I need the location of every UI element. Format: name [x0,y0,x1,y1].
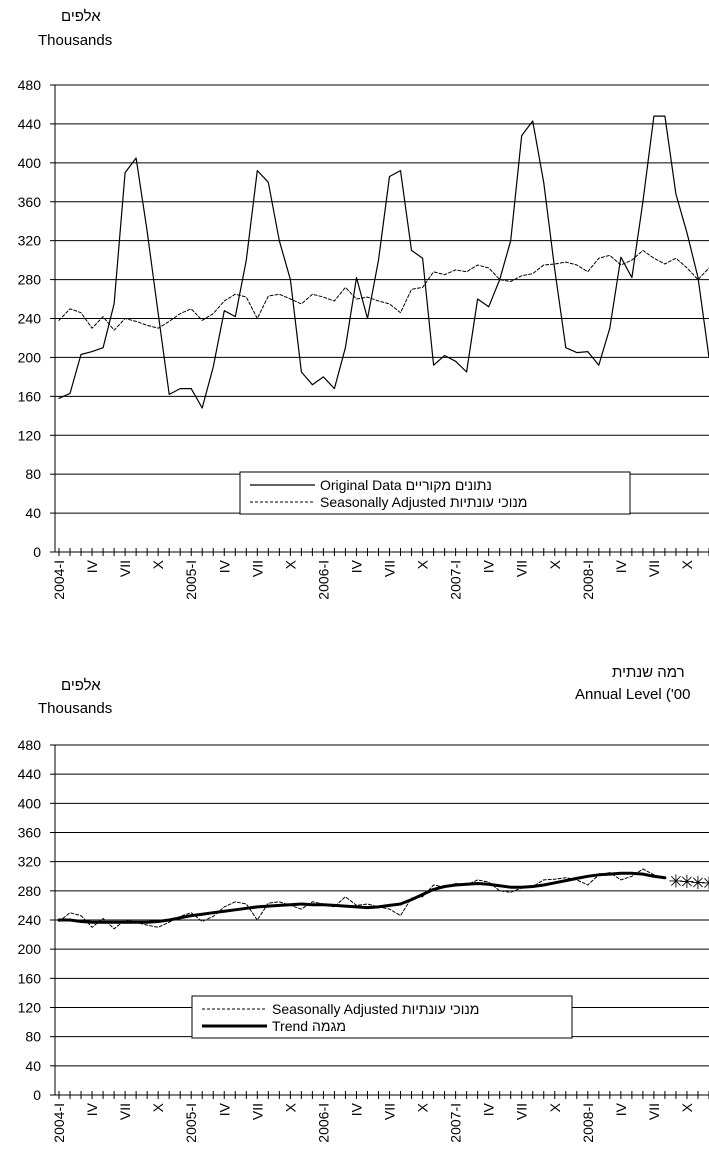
series-line-dashed [58,249,709,331]
x-tick-label: X [547,559,563,569]
y-tick-label: 200 [18,349,42,365]
x-tick-label: X [547,1102,563,1112]
x-tick-label: VII [382,1103,398,1120]
x-tick-label: X [282,1102,298,1112]
y-tick-label: 360 [18,825,42,841]
x-tick-label: 2007-I [448,560,464,600]
x-tick-label: X [150,1102,166,1112]
forecast-asterisk-point: ✳ [668,871,683,892]
y-tick-label: 160 [18,388,42,404]
x-tick-label: 2004-I [51,560,67,600]
chart2-right-label-he: רמה שנתית [612,664,685,681]
x-tick-label: 2004-I [51,1103,67,1143]
chart-original-vs-seasonally-adjusted: 0 40 80 120 160 200 240 280 320 360 400 440 480 2004-… [18,77,709,600]
x-tick-label: IV [216,1102,232,1116]
legend-label: Seasonally Adjusted מנוכי עונתיות [320,494,527,510]
x-tick-label: 2005-I [183,560,199,600]
y-tick-label: 160 [18,970,42,986]
y-tick-label: 120 [18,427,42,443]
x-tick-label: X [679,1102,695,1112]
chart1-unit-label-en: Thousands [38,32,113,49]
y-tick-label: 320 [18,233,42,249]
legend-box [239,471,631,515]
x-tick-label: IV [348,1102,364,1116]
x-tick-label: IV [481,1102,497,1116]
x-tick-label: 2008-I [580,1103,596,1143]
x-tick-label: 2006-I [315,560,331,600]
x-tick-label: IV [216,559,232,573]
chart-seasonally-adjusted-vs-trend: 0 40 80 120 160 200 240 280 320 360 400 440 480 2004-… [18,737,709,1143]
y-tick-label: 240 [18,311,42,327]
legend-label: Original Data נתונים מקוריים [320,477,492,493]
series-line-solid [58,115,709,409]
x-tick-label: X [415,559,431,569]
x-tick-label: X [679,559,695,569]
y-tick-label: 240 [18,912,42,928]
y-tick-label: 280 [18,272,42,288]
x-tick-label: 2005-I [183,1103,199,1143]
y-tick-label: 400 [18,795,42,811]
x-tick-label: VII [117,560,133,577]
legend-label: Trend מגמה [272,1018,346,1034]
x-tick-label: IV [481,559,497,573]
series-line-bold [57,871,667,924]
chart1-unit-label-he: אלפים [61,8,101,25]
forecast-asterisk-point: ✳ [701,874,709,895]
x-tick-label: 2008-I [580,560,596,600]
x-tick-label: 2007-I [448,1103,464,1143]
legend-label: Seasonally Adjusted מנוכי עונתיות [272,1001,479,1017]
forecast-asterisk-point: ✳ [679,872,694,893]
x-tick-label: IV [613,559,629,573]
x-tick-label: X [282,559,298,569]
y-tick-label: 80 [25,1029,41,1045]
series-line-dashed [58,868,666,930]
y-tick-label: 280 [18,883,42,899]
x-tick-label: VII [249,560,265,577]
y-tick-label: 440 [18,766,42,782]
y-tick-label: 0 [33,544,41,560]
x-tick-label: VII [514,560,530,577]
x-tick-label: X [150,559,166,569]
x-tick-label: VII [249,1103,265,1120]
y-tick-label: 40 [25,505,41,521]
x-tick-label: IV [84,559,100,573]
x-tick-label: VII [646,1103,662,1120]
chart2-unit-label-en: Thousands [38,700,113,717]
y-tick-label: 360 [18,194,42,210]
x-tick-label: VII [117,1103,133,1120]
x-tick-label: VII [382,560,398,577]
x-tick-label: IV [348,559,364,573]
y-tick-label: 480 [18,77,42,93]
y-tick-label: 480 [18,737,42,753]
y-tick-label: 120 [18,1000,42,1016]
x-tick-label: IV [84,1102,100,1116]
y-tick-label: 440 [18,116,42,132]
forecast-asterisk-point: ✳ [690,873,705,894]
x-tick-label: 2006-I [315,1103,331,1143]
y-tick-label: 40 [25,1058,41,1074]
x-tick-label: VII [514,1103,530,1120]
chart2-unit-label-he: אלפים [61,677,101,694]
y-tick-label: 320 [18,854,42,870]
y-tick-label: 400 [18,155,42,171]
legend-box [191,995,573,1039]
x-tick-label: IV [613,1102,629,1116]
x-tick-label: X [415,1102,431,1112]
chart2-right-label-en: Annual Level ('00 [575,686,691,703]
y-tick-label: 200 [18,941,42,957]
x-tick-label: VII [646,560,662,577]
y-tick-label: 0 [33,1087,41,1103]
y-tick-label: 80 [25,466,41,482]
